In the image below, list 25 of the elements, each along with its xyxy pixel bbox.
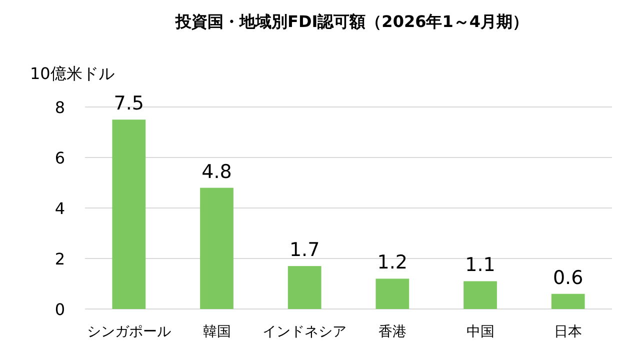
data-label: 7.5 (114, 92, 144, 115)
x-tick-label: 日本 (554, 324, 582, 340)
bar (288, 266, 322, 309)
bar (112, 120, 146, 309)
y-tick-label: 0 (54, 300, 65, 319)
y-axis-title: 10億米ドル (30, 64, 114, 83)
y-tick-label: 6 (54, 148, 65, 168)
bar (200, 188, 234, 309)
data-label: 0.6 (552, 266, 584, 289)
x-tick-label: 香港 (378, 324, 406, 340)
y-tick-label: 2 (54, 250, 65, 268)
data-label: 1.7 (289, 239, 320, 262)
x-tick-label: 中国 (466, 324, 494, 340)
data-label: 1.1 (465, 254, 496, 276)
x-tick-label: シンガポール (86, 324, 171, 340)
x-tick-label: インドネシア (262, 324, 347, 340)
x-tick-label: 韓国 (202, 324, 231, 340)
data-label: 4.8 (202, 160, 232, 183)
bar (551, 294, 585, 309)
bar (376, 278, 410, 309)
y-tick-label: 4 (54, 199, 65, 218)
bar (464, 281, 497, 309)
chart-title: 投資国・地域別FDI認可額（2026年1～4月期） (174, 12, 528, 31)
data-label: 1.2 (377, 252, 408, 274)
y-tick-label: 8 (54, 98, 65, 117)
